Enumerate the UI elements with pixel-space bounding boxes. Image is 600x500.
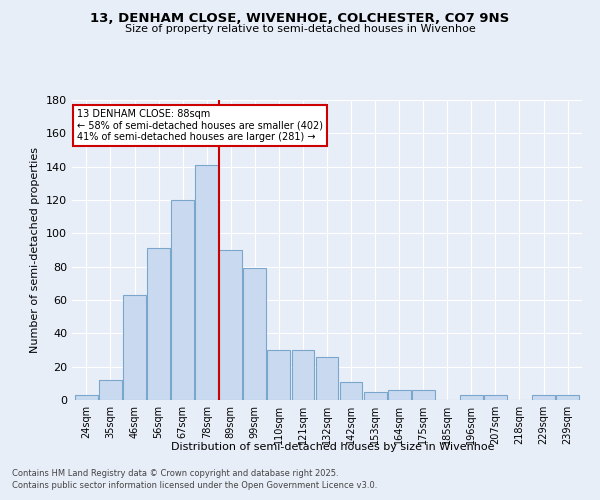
Bar [123, 295, 146, 400]
Bar [364, 392, 386, 400]
Bar [147, 248, 170, 400]
Bar [460, 395, 483, 400]
Bar [484, 395, 507, 400]
Y-axis label: Number of semi-detached properties: Number of semi-detached properties [31, 147, 40, 353]
Bar [244, 268, 266, 400]
Bar [412, 390, 434, 400]
Bar [220, 250, 242, 400]
Bar [75, 395, 98, 400]
Text: 13, DENHAM CLOSE, WIVENHOE, COLCHESTER, CO7 9NS: 13, DENHAM CLOSE, WIVENHOE, COLCHESTER, … [91, 12, 509, 26]
Bar [268, 350, 290, 400]
Text: 13 DENHAM CLOSE: 88sqm
← 58% of semi-detached houses are smaller (402)
41% of se: 13 DENHAM CLOSE: 88sqm ← 58% of semi-det… [77, 109, 323, 142]
Bar [532, 395, 555, 400]
Bar [99, 380, 122, 400]
Bar [388, 390, 410, 400]
Text: Distribution of semi-detached houses by size in Wivenhoe: Distribution of semi-detached houses by … [171, 442, 495, 452]
Bar [292, 350, 314, 400]
Bar [171, 200, 194, 400]
Bar [556, 395, 579, 400]
Text: Contains public sector information licensed under the Open Government Licence v3: Contains public sector information licen… [12, 481, 377, 490]
Bar [316, 356, 338, 400]
Text: Contains HM Land Registry data © Crown copyright and database right 2025.: Contains HM Land Registry data © Crown c… [12, 468, 338, 477]
Bar [195, 165, 218, 400]
Text: Size of property relative to semi-detached houses in Wivenhoe: Size of property relative to semi-detach… [125, 24, 475, 34]
Bar [340, 382, 362, 400]
